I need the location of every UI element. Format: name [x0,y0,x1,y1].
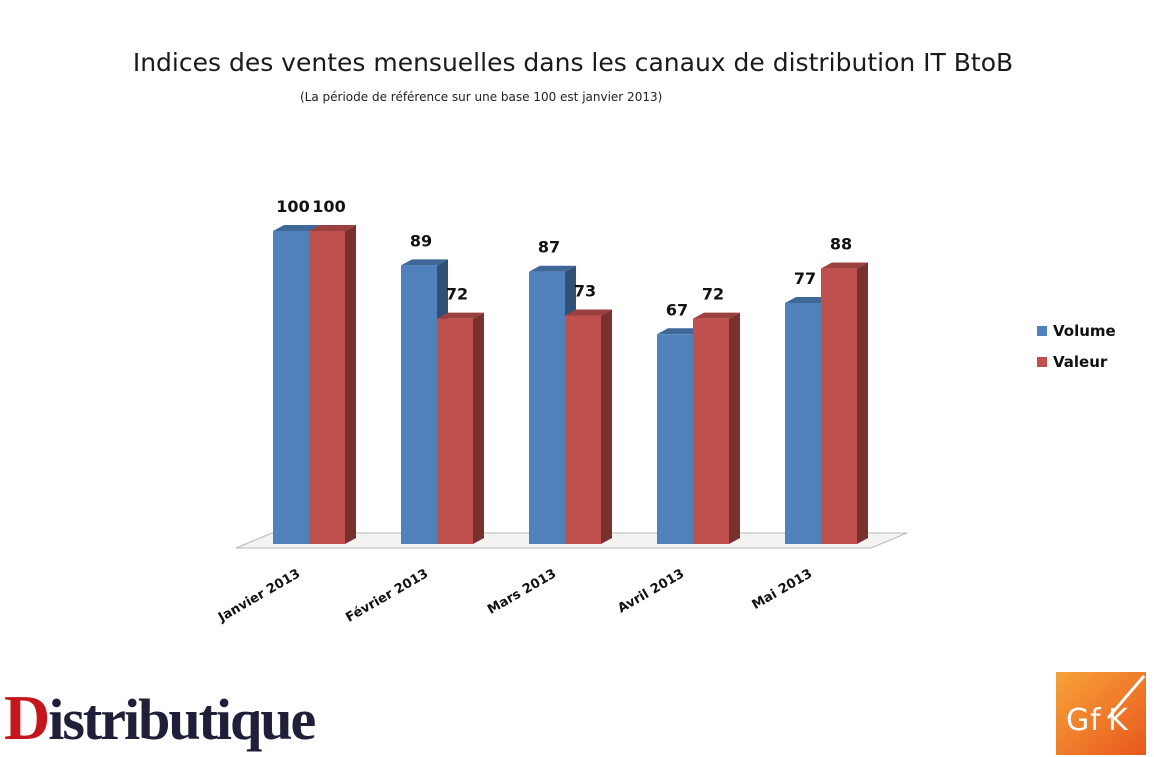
chart-bars [273,225,868,544]
legend-label-volume: Volume [1053,322,1116,340]
value-label-valeur-1: 100 [312,197,345,216]
category-label-3: Mars 2013 [485,566,559,617]
value-label-volume-3: 87 [538,238,560,257]
value-label-valeur-3: 73 [574,282,596,301]
legend-label-valeur: Valeur [1053,353,1108,371]
chart-legend: Volume Valeur [1037,322,1116,371]
bar-valeur-3 [565,309,612,544]
svg-text:G: G [1066,703,1089,738]
bar-chart: 100 100 89 72 87 73 67 72 77 88 Janvier 2013 Févri… [215,197,1116,626]
chart-subtitle: (La période de référence sur une base 10… [300,90,663,104]
value-label-valeur-5: 88 [830,235,852,254]
bar-valeur-1 [309,225,356,544]
category-label-5: Mai 2013 [750,566,815,612]
category-label-4: Avril 2013 [615,566,687,616]
gfk-logo: G f K [1056,672,1146,755]
value-label-volume-5: 77 [794,269,816,288]
value-label-valeur-4: 72 [702,285,724,304]
legend-swatch-valeur [1037,357,1047,367]
value-label-volume-2: 89 [410,231,432,250]
bar-valeur-5 [821,262,868,544]
bar-valeur-4 [693,312,740,544]
legend-item-valeur: Valeur [1037,353,1108,371]
svg-text:K: K [1108,703,1129,738]
legend-swatch-volume [1037,326,1047,336]
bar-valeur-2 [437,312,484,544]
chart-value-labels: 100 100 89 72 87 73 67 72 77 88 [276,197,852,319]
value-label-valeur-2: 72 [446,285,468,304]
value-label-volume-4: 67 [666,300,688,319]
chart-title: Indices des ventes mensuelles dans les c… [132,48,1014,77]
distributique-logo: Distributique [4,682,316,753]
legend-item-volume: Volume [1037,322,1116,340]
value-label-volume-1: 100 [276,197,309,216]
category-label-2: Février 2013 [343,566,431,625]
category-label-1: Janvier 2013 [215,566,303,625]
chart-category-labels: Janvier 2013 Février 2013 Mars 2013 Avril 2… [215,566,815,625]
svg-text:f: f [1090,703,1102,738]
